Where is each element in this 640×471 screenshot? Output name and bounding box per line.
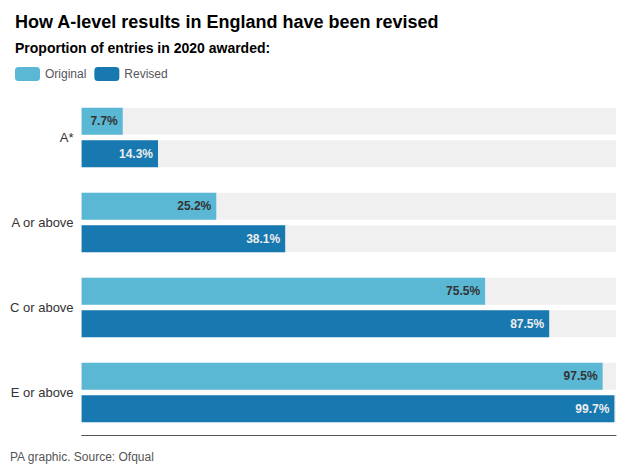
svg-text:PA graphic. Source: Ofqual: PA graphic. Source: Ofqual — [10, 450, 154, 464]
svg-text:75.5%: 75.5% — [446, 284, 480, 298]
svg-text:Original: Original — [45, 67, 86, 81]
svg-text:99.7%: 99.7% — [575, 402, 609, 416]
svg-text:Revised: Revised — [124, 67, 167, 81]
svg-text:E or above: E or above — [11, 385, 74, 400]
svg-text:38.1%: 38.1% — [246, 232, 280, 246]
svg-text:A*: A* — [60, 130, 74, 145]
svg-text:25.2%: 25.2% — [177, 199, 211, 213]
svg-text:87.5%: 87.5% — [510, 317, 544, 331]
svg-text:Proportion of entries in 2020: Proportion of entries in 2020 awarded: — [15, 40, 270, 56]
svg-text:C or above: C or above — [10, 300, 74, 315]
svg-text:7.7%: 7.7% — [90, 114, 118, 128]
svg-text:97.5%: 97.5% — [564, 369, 598, 383]
svg-text:How A-level results in England: How A-level results in England have been… — [15, 12, 438, 32]
svg-text:14.3%: 14.3% — [119, 147, 153, 161]
svg-text:A or above: A or above — [11, 215, 73, 230]
